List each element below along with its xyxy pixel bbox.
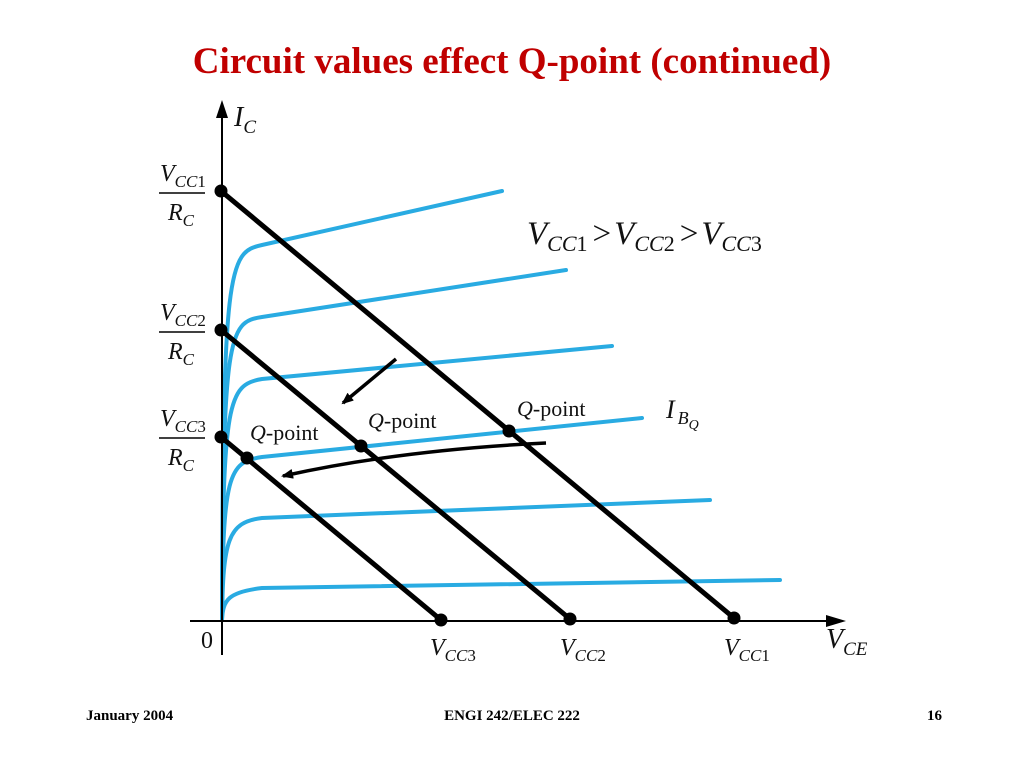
axes	[190, 100, 846, 655]
x-intercept-dot-2	[563, 612, 577, 626]
q-point-label-1: Q-point	[517, 396, 585, 421]
y-intercept-label-2: VCC2 RC	[159, 300, 206, 369]
characteristic-curve-4	[220, 344, 614, 622]
direction-arrows	[281, 357, 547, 479]
arrow-q-point-shift	[281, 441, 547, 479]
characteristic-curves	[220, 189, 782, 622]
y-axis-arrow	[216, 100, 228, 118]
x-intercept-label-3: VCC3	[430, 635, 476, 665]
load-line-1	[218, 188, 737, 621]
svg-text:RC: RC	[167, 200, 195, 230]
arrow-load-line-shift	[341, 357, 398, 405]
y-intercept-dot-2	[214, 323, 228, 337]
footer-course: ENGI 242/ELEC 222	[444, 708, 580, 724]
q-point-dot-1	[502, 424, 516, 438]
load-line-2	[218, 327, 573, 622]
q-point-dot-2	[354, 439, 368, 453]
x-intercept-dot-1	[727, 611, 741, 625]
q-point-label-3: Q-point	[250, 420, 318, 445]
footer-page-number: 16	[927, 708, 942, 724]
svg-text:RC: RC	[167, 339, 195, 369]
svg-text:VCC2: VCC2	[160, 300, 206, 330]
slide-title: Circuit values effect Q-point (continued…	[192, 41, 832, 82]
load-lines	[218, 188, 737, 623]
q-point-dot-3	[240, 451, 254, 465]
y-intercept-label-1: VCC1 RC	[159, 161, 206, 230]
y-intercept-label-3: VCC3 RC	[159, 406, 206, 475]
x-axis-label: VCE	[826, 624, 868, 660]
svg-text:VCC1: VCC1	[160, 161, 206, 191]
footer-date: January 2004	[86, 708, 174, 724]
ib-q-label: I BQ	[665, 395, 699, 433]
svg-text:VCC3: VCC3	[160, 406, 206, 436]
y-axis-label: IC	[233, 102, 256, 138]
load-line-3	[218, 434, 444, 623]
x-intercept-label-2: VCC2	[560, 635, 606, 665]
y-intercept-dot-3	[214, 430, 228, 444]
svg-text:RC: RC	[167, 445, 195, 475]
x-intercept-dot-3	[434, 613, 448, 627]
condition-label: VCC1 >VCC2 >VCC3	[527, 216, 762, 256]
q-point-diagram: IC VCE 0 VCC1 >VCC2 >VCC3 I BQ VCC1 RC VCC2…	[159, 100, 868, 665]
x-intercept-label-1: VCC1	[724, 635, 770, 665]
q-point-label-2: Q-point	[368, 408, 436, 433]
origin-label: 0	[201, 628, 213, 654]
points	[214, 184, 741, 627]
y-intercept-dot-1	[214, 184, 228, 198]
x-axis-arrow	[826, 615, 846, 627]
characteristic-curve-2	[220, 498, 712, 622]
